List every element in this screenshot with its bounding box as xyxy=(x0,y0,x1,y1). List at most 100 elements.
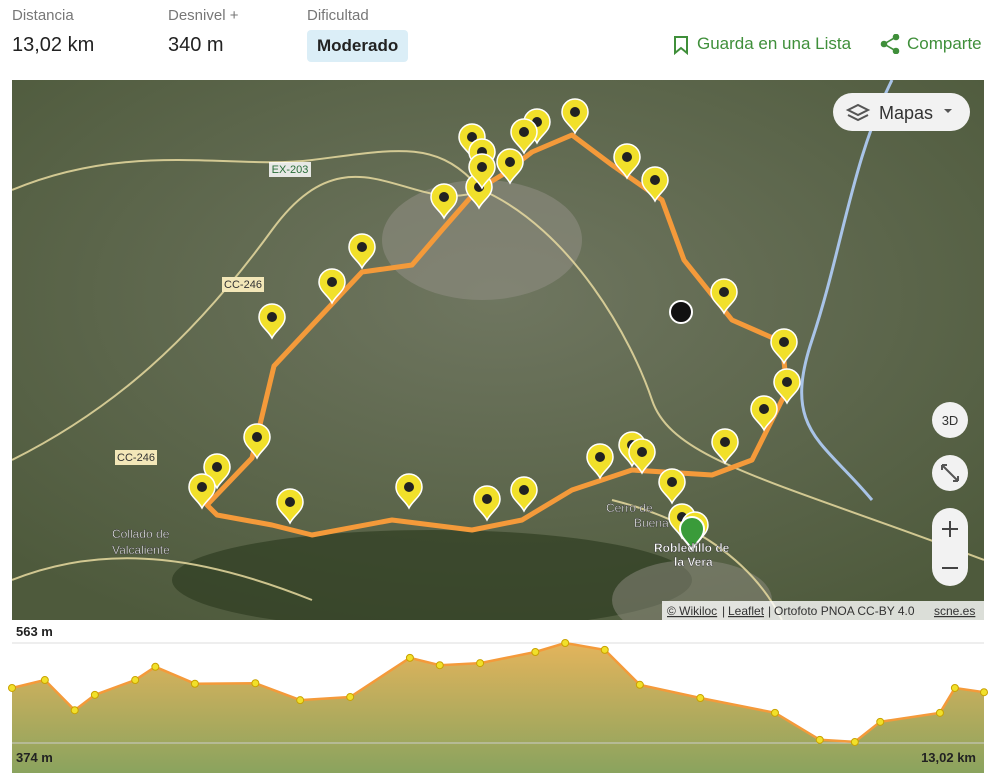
map-pin xyxy=(395,473,423,510)
road-label: CC-246 xyxy=(224,279,262,291)
max-elevation-label: 563 m xyxy=(16,624,53,639)
elevation-profile: 563 m 374 m 13,02 km xyxy=(8,624,988,773)
profile-waypoint xyxy=(251,679,260,688)
place-label: Robledillo de xyxy=(654,541,730,555)
profile-waypoint xyxy=(600,645,609,654)
pin-icon xyxy=(404,482,414,492)
attribution-link[interactable]: Leaflet xyxy=(728,604,765,618)
profile-waypoint xyxy=(876,717,885,726)
attribution-text: Ortofoto PNOA CC-BY 4.0 xyxy=(774,604,915,618)
pin-icon xyxy=(212,462,222,472)
pin-icon xyxy=(327,277,337,287)
place-label: la Vera xyxy=(674,555,713,569)
stat-value: 13,02 km xyxy=(12,34,95,56)
map-pin xyxy=(770,328,798,365)
profile-waypoint xyxy=(980,688,988,697)
stat-value: 340 m xyxy=(168,34,224,56)
pin-icon xyxy=(439,192,449,202)
profile-waypoint xyxy=(405,653,414,662)
profile-waypoint xyxy=(151,662,160,671)
fullscreen-button[interactable] xyxy=(932,455,968,491)
map-pin xyxy=(468,153,496,190)
map-pin xyxy=(750,395,778,432)
profile-waypoint xyxy=(190,679,199,688)
map-pin xyxy=(561,98,589,135)
profile-waypoint xyxy=(950,683,959,692)
pin-icon xyxy=(650,175,660,185)
save-list-button[interactable]: Guarda en una Lista xyxy=(697,34,852,53)
map-pin xyxy=(243,423,271,460)
pin-icon xyxy=(782,377,792,387)
profile-waypoint xyxy=(850,737,859,746)
map-pin xyxy=(473,485,501,522)
zoom-control[interactable] xyxy=(932,508,968,586)
profile-waypoint xyxy=(40,676,49,685)
pin-icon xyxy=(467,132,477,142)
min-elevation-label: 374 m xyxy=(16,750,53,765)
map-pin xyxy=(318,268,346,305)
share-button[interactable]: Comparte xyxy=(907,34,982,53)
bookmark-icon xyxy=(674,36,688,55)
stat-label: Dificultad xyxy=(307,7,369,24)
map-pin xyxy=(496,148,524,185)
profile-waypoint xyxy=(531,647,540,656)
poi-pin xyxy=(669,300,693,324)
profile-waypoint xyxy=(131,676,140,685)
profile-area xyxy=(12,643,984,773)
pin-icon xyxy=(505,157,515,167)
profile-waypoint xyxy=(635,680,644,689)
profile-waypoint xyxy=(346,692,355,701)
profile-waypoint xyxy=(8,683,16,692)
pin-icon xyxy=(719,287,729,297)
svg-text:|: | xyxy=(722,604,725,618)
pin-icon xyxy=(252,432,262,442)
map-pin xyxy=(188,473,216,510)
place-label: Buena xyxy=(634,516,669,530)
pin-icon xyxy=(285,497,295,507)
pin-icon xyxy=(759,404,769,414)
map-pin xyxy=(710,278,738,315)
pin-icon xyxy=(622,152,632,162)
3d-button[interactable]: 3D xyxy=(932,402,968,438)
map-pin xyxy=(510,476,538,513)
pin-icon xyxy=(197,482,207,492)
stat-label: Desnivel + xyxy=(168,7,239,24)
difficulty-badge: Moderado xyxy=(307,30,409,62)
layers-label: Mapas xyxy=(879,103,933,123)
map-pin xyxy=(348,233,376,270)
pin-icon xyxy=(570,107,580,117)
map-pin xyxy=(658,468,686,505)
layers-button[interactable]: Mapas xyxy=(833,93,970,131)
start-pin xyxy=(678,516,706,553)
pin-icon xyxy=(720,437,730,447)
map-pin xyxy=(276,488,304,525)
profile-waypoint xyxy=(770,708,779,717)
share-icon xyxy=(880,34,900,54)
map[interactable]: EX-203 CC-246 CC-246 Collado de Valcalie… xyxy=(12,80,984,620)
distance-label: 13,02 km xyxy=(921,750,976,765)
profile-waypoint xyxy=(935,708,944,717)
map-pin xyxy=(258,303,286,340)
profile-waypoint xyxy=(296,696,305,705)
pin-icon xyxy=(667,477,677,487)
profile-waypoint xyxy=(435,661,444,670)
road-label: CC-246 xyxy=(117,452,155,464)
pin-icon xyxy=(595,452,605,462)
pin-icon xyxy=(267,312,277,322)
profile-waypoint xyxy=(561,639,570,647)
map-pin xyxy=(641,166,669,203)
place-label: Valcaliente xyxy=(112,543,170,557)
pin-icon xyxy=(482,494,492,504)
road-label: EX-203 xyxy=(272,164,309,176)
pin-icon xyxy=(637,447,647,457)
place-label: Cerro de xyxy=(606,501,653,515)
pin-icon xyxy=(477,162,487,172)
profile-waypoint xyxy=(476,659,485,668)
map-pin xyxy=(773,368,801,405)
pin-icon xyxy=(519,127,529,137)
attribution-link[interactable]: © Wikiloc xyxy=(667,604,717,618)
profile-waypoint xyxy=(696,694,705,703)
svg-text:|: | xyxy=(768,604,771,618)
attribution-link[interactable]: scne.es xyxy=(934,604,975,618)
